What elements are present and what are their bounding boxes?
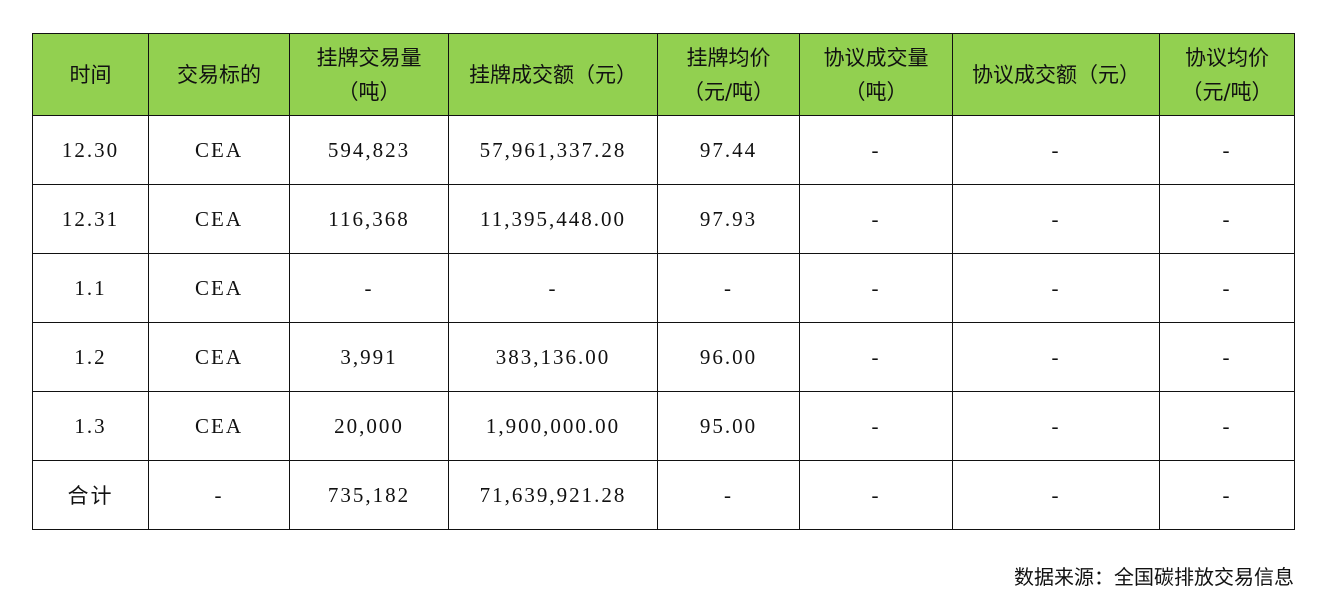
table-cell: CEA bbox=[148, 391, 290, 461]
column-header-line1: 协议成交额（元） bbox=[972, 62, 1140, 87]
table-cell: 383,136.00 bbox=[448, 322, 658, 392]
table-cell: - bbox=[1159, 322, 1295, 392]
column-header-line2: （元/吨） bbox=[682, 79, 775, 104]
table-cell: - bbox=[448, 253, 658, 323]
table-cell: - bbox=[289, 253, 449, 323]
table-cell: 12.31 bbox=[32, 184, 149, 254]
table-cell: 1.3 bbox=[32, 391, 149, 461]
table-cell: CEA bbox=[148, 184, 290, 254]
table-cell: 57,961,337.28 bbox=[448, 115, 658, 185]
table-cell: 95.00 bbox=[657, 391, 800, 461]
table-cell: - bbox=[1159, 115, 1295, 185]
table-cell: 96.00 bbox=[657, 322, 800, 392]
table-cell: - bbox=[799, 184, 953, 254]
table-cell: - bbox=[799, 460, 953, 530]
table-cell: CEA bbox=[148, 115, 290, 185]
data-source-note: 数据来源：全国碳排放交易信息 bbox=[1014, 565, 1294, 589]
table-cell: 594,823 bbox=[289, 115, 449, 185]
table-cell: - bbox=[1159, 184, 1295, 254]
table-cell: 97.93 bbox=[657, 184, 800, 254]
table-cell: - bbox=[657, 253, 800, 323]
column-header: 时间 bbox=[32, 33, 149, 116]
trading-table: 时间 交易标的 挂牌交易量 （吨） 挂牌成交额（元） 挂牌均价 （元/吨） 协议成交量 （吨）协… bbox=[32, 33, 1295, 530]
table-cell: - bbox=[952, 184, 1160, 254]
column-header-line1: 协议成交量 bbox=[823, 45, 929, 70]
column-header: 挂牌均价 （元/吨） bbox=[657, 33, 800, 116]
table-cell: 合计 bbox=[32, 460, 149, 530]
table-cell: - bbox=[148, 460, 290, 530]
table-cell: 71,639,921.28 bbox=[448, 460, 658, 530]
table-cell: 20,000 bbox=[289, 391, 449, 461]
table-cell: - bbox=[952, 391, 1160, 461]
column-header-line1: 挂牌交易量 bbox=[316, 45, 422, 70]
table-cell: - bbox=[952, 115, 1160, 185]
column-header-line2: （元/吨） bbox=[1181, 79, 1273, 104]
column-header: 交易标的 bbox=[148, 33, 290, 116]
column-header-line1: 时间 bbox=[69, 62, 112, 87]
column-header: 协议均价 （元/吨） bbox=[1159, 33, 1295, 116]
table-cell: - bbox=[799, 253, 953, 323]
column-header-line1: 挂牌成交额（元） bbox=[469, 62, 637, 87]
header-row: 时间 交易标的 挂牌交易量 （吨） 挂牌成交额（元） 挂牌均价 （元/吨） 协议成交量 （吨）协… bbox=[32, 33, 1295, 116]
table-cell: 116,368 bbox=[289, 184, 449, 254]
column-header-line1: 协议均价 bbox=[1185, 45, 1269, 70]
table-cell: 97.44 bbox=[657, 115, 800, 185]
table-cell: 1.1 bbox=[32, 253, 149, 323]
table-cell: - bbox=[799, 115, 953, 185]
table-cell: - bbox=[799, 322, 953, 392]
table-cell: 1,900,000.00 bbox=[448, 391, 658, 461]
table-cell: CEA bbox=[148, 253, 290, 323]
table-cell: 1.2 bbox=[32, 322, 149, 392]
column-header: 协议成交量 （吨） bbox=[799, 33, 953, 116]
table-cell: - bbox=[1159, 253, 1295, 323]
table-cell: CEA bbox=[148, 322, 290, 392]
table-cell: 735,182 bbox=[289, 460, 449, 530]
total-row: 合计 -735,182 71,639,921.28- - - - bbox=[32, 460, 1295, 530]
column-header: 挂牌交易量 （吨） bbox=[289, 33, 449, 116]
table-cell: - bbox=[952, 460, 1160, 530]
table-cell: 3,991 bbox=[289, 322, 449, 392]
table-cell: 11,395,448.00 bbox=[448, 184, 658, 254]
table-cell: - bbox=[952, 253, 1160, 323]
table-row: 1.1 CEA - - - - - - bbox=[32, 253, 1295, 323]
column-header-line1: 交易标的 bbox=[177, 62, 261, 87]
table-row: 12.31 CEA 116,368 11,395,448.00 97.93- - - bbox=[32, 184, 1295, 254]
table-cell: - bbox=[1159, 460, 1295, 530]
table-cell: 12.30 bbox=[32, 115, 149, 185]
column-header-line2: （吨） bbox=[337, 79, 401, 104]
column-header-line2: （吨） bbox=[844, 79, 908, 104]
table-cell: - bbox=[1159, 391, 1295, 461]
column-header: 挂牌成交额（元） bbox=[448, 33, 658, 116]
table-cell: - bbox=[657, 460, 800, 530]
column-header: 协议成交额（元） bbox=[952, 33, 1160, 116]
table-cell: - bbox=[799, 391, 953, 461]
table-cell: - bbox=[952, 322, 1160, 392]
table-row: 1.2 CEA 3,991 383,136.00 96.00- - - bbox=[32, 322, 1295, 392]
table-row: 12.30 CEA 594,823 57,961,337.28 97.44- - - bbox=[32, 115, 1295, 185]
column-header-line1: 挂牌均价 bbox=[686, 45, 771, 70]
table-row: 1.3 CEA 20,000 1,900,000.00 95.00- - - bbox=[32, 391, 1295, 461]
